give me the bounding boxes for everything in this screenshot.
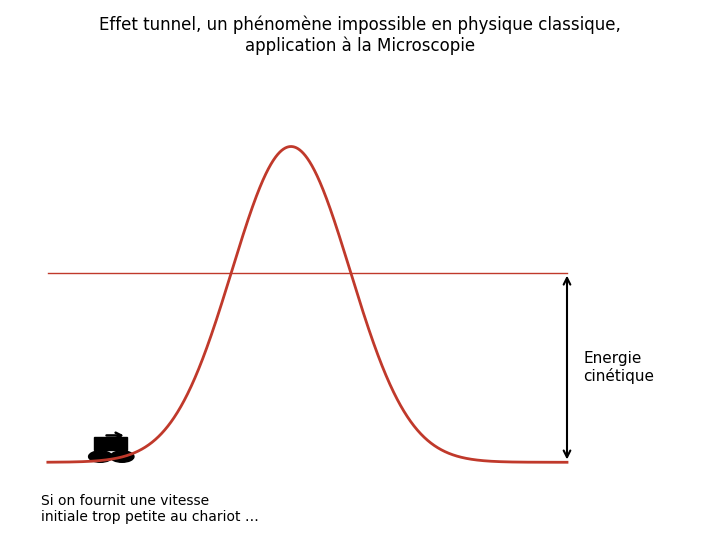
- Text: Energie
cinétique: Energie cinétique: [583, 351, 654, 384]
- Circle shape: [110, 451, 134, 462]
- Title: Effet tunnel, un phénomène impossible en physique classique,
application à la Mi: Effet tunnel, un phénomène impossible en…: [99, 15, 621, 55]
- Circle shape: [89, 451, 112, 462]
- Bar: [94, 437, 127, 450]
- Text: Si on fournit une vitesse
initiale trop petite au chariot …: Si on fournit une vitesse initiale trop …: [41, 494, 259, 524]
